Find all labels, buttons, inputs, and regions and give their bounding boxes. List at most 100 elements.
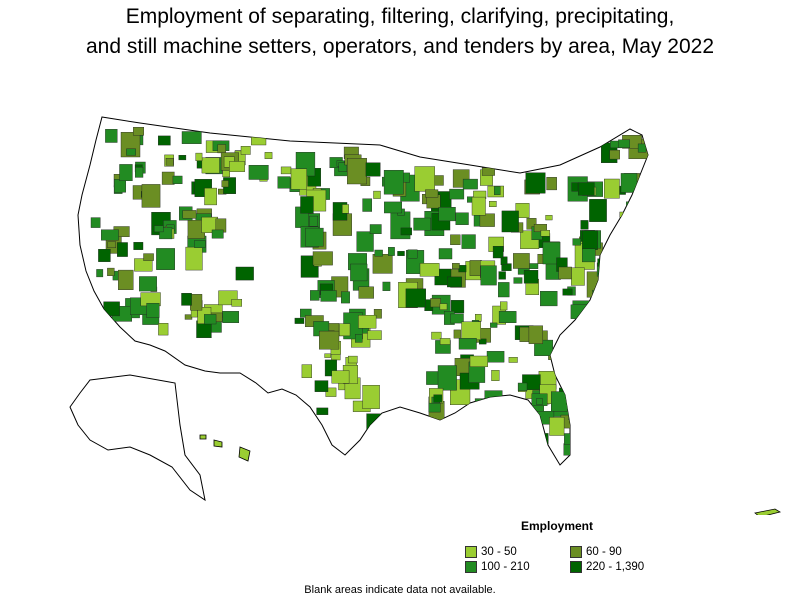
map-area (572, 238, 581, 246)
map-area (562, 288, 573, 296)
map-area (474, 398, 487, 412)
map-area (414, 166, 435, 192)
map-area (515, 203, 530, 219)
map-area (182, 210, 197, 219)
map-area (157, 135, 171, 146)
map-area (362, 385, 380, 409)
map-area (536, 398, 543, 405)
map-area (235, 266, 254, 281)
map-area (141, 184, 161, 208)
map-area (563, 443, 581, 456)
map-area (405, 288, 426, 308)
map-area (500, 301, 508, 311)
map-area (294, 317, 305, 324)
map-area (324, 359, 337, 377)
map-area (513, 277, 523, 284)
map-area (118, 269, 134, 291)
map-area (264, 152, 273, 159)
map-area (374, 249, 383, 257)
map-area (540, 229, 550, 237)
legend-swatch-100-210 (465, 561, 477, 573)
map-area (438, 206, 456, 222)
map-area (618, 139, 631, 148)
map-area (453, 329, 461, 339)
map-area (558, 360, 570, 371)
map-area (98, 248, 111, 262)
map-area (480, 265, 497, 286)
map-area (119, 164, 133, 182)
map-area (458, 338, 477, 350)
map-area (582, 230, 598, 250)
map-area (637, 143, 647, 153)
map-area (231, 298, 242, 307)
map-area (113, 179, 126, 193)
map-area (319, 330, 340, 350)
map-area (156, 248, 175, 270)
map-area (571, 182, 579, 192)
map-area (570, 304, 590, 319)
map-area (450, 300, 465, 314)
legend-swatch-220-1390 (570, 561, 582, 573)
map-area (350, 263, 368, 282)
map-area (479, 213, 495, 227)
map-area (172, 175, 183, 185)
map-area (407, 249, 418, 259)
hawaii-islands (199, 434, 251, 462)
map-area (100, 229, 119, 241)
map-area (126, 148, 136, 156)
map-area (431, 331, 442, 340)
legend-item-60-90: 60 - 90 (570, 546, 622, 558)
map-area (310, 290, 320, 301)
map-area (190, 310, 198, 318)
map-area (400, 227, 412, 236)
map-area (305, 227, 324, 247)
map-area (211, 229, 224, 239)
legend-title: Employment (521, 519, 594, 533)
map-area (564, 433, 573, 445)
map-area (430, 298, 441, 308)
map-area (469, 355, 488, 368)
map-area (425, 189, 439, 198)
map-area (181, 131, 202, 144)
map-area (580, 220, 589, 230)
map-area (331, 370, 350, 384)
map-area (146, 302, 160, 318)
map-area (229, 161, 245, 172)
map-area (301, 364, 312, 379)
map-area (526, 218, 537, 230)
legend-item-100-210: 100 - 210 (465, 561, 530, 573)
map-area (96, 269, 104, 278)
map-area (366, 413, 384, 433)
map-area (419, 263, 440, 277)
map-area (609, 149, 621, 160)
map-area (455, 212, 469, 225)
map-area (529, 263, 539, 269)
map-area (365, 162, 381, 177)
map-area (300, 196, 314, 214)
alaska-outline (69, 374, 206, 502)
map-area (383, 169, 404, 195)
map-area (382, 281, 391, 291)
map-area (90, 217, 101, 228)
map-area (571, 267, 585, 286)
map-title: Employment of separating, filtering, cla… (0, 2, 800, 62)
map-area (484, 390, 503, 416)
map-area (525, 172, 546, 194)
map-area (107, 267, 115, 277)
map-area (447, 276, 462, 288)
map-area (280, 166, 292, 175)
map-area (347, 158, 367, 185)
map-area (513, 253, 530, 269)
map-area (203, 314, 217, 325)
map-area (437, 365, 457, 391)
map-area (549, 417, 565, 436)
map-area (158, 322, 169, 336)
map-area (508, 357, 518, 363)
map-area (578, 182, 595, 196)
map-area (201, 157, 220, 174)
map-area (479, 338, 487, 345)
map-area (133, 127, 145, 136)
map-area (217, 144, 226, 154)
map-area (462, 178, 478, 190)
map-area (492, 245, 504, 259)
